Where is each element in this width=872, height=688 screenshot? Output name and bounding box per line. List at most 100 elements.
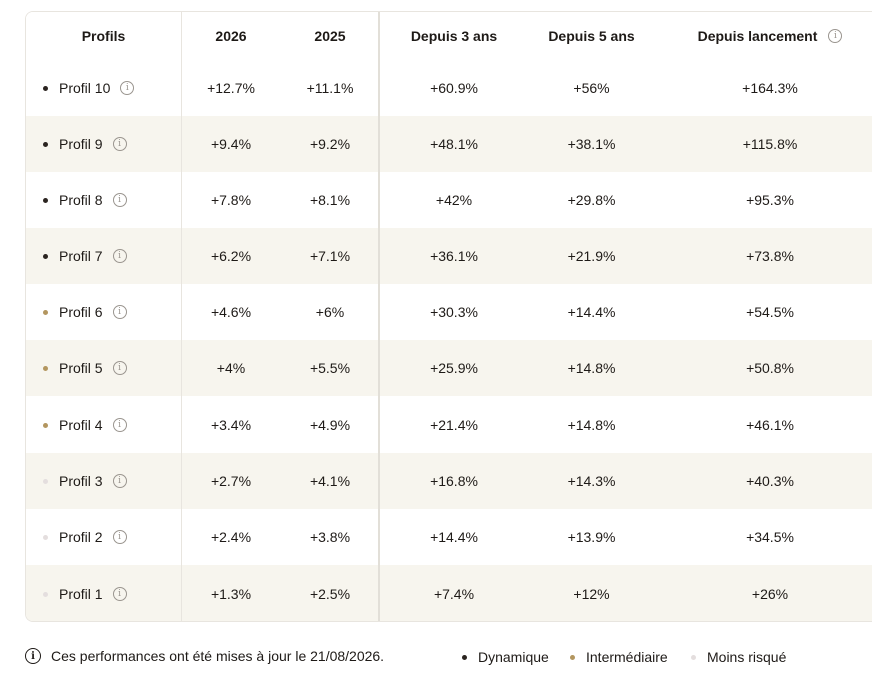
profile-cell: Profil 10 i <box>26 60 181 116</box>
value-cell: +25.9% <box>430 360 478 376</box>
value-cell: +54.5% <box>746 304 794 320</box>
value-cell: +12% <box>573 586 610 602</box>
info-icon[interactable]: i <box>112 587 127 601</box>
profile-cell: Profil 9 i <box>26 116 181 172</box>
info-icon[interactable]: i <box>828 29 843 43</box>
info-icon[interactable]: i <box>112 305 127 319</box>
value-cell: +21.9% <box>567 248 616 264</box>
profile-cell: Profil 4 i <box>26 397 181 453</box>
profile-cell: Profil 2 i <box>26 509 181 565</box>
header-profils: Profils <box>81 28 126 44</box>
header-2025: 2025 <box>314 28 346 44</box>
value-cell: +48.1% <box>430 136 478 152</box>
profile-name: Profil 4 <box>59 417 103 433</box>
performance-table: Profils 2026 2025 Depuis 3 ans Depuis 5 … <box>25 11 872 622</box>
column-divider <box>181 12 182 621</box>
profile-cell: Profil 6 i <box>26 284 181 340</box>
profile-cell: Profil 8 i <box>26 172 181 228</box>
profile-cell: Profil 7 i <box>26 228 181 284</box>
value-cell: +4.6% <box>210 304 252 320</box>
value-cell: +60.9% <box>430 80 478 96</box>
value-cell: +3.4% <box>210 417 252 433</box>
info-icon[interactable]: i <box>112 530 127 544</box>
risk-dot <box>43 253 48 259</box>
value-cell: +9.2% <box>309 136 351 152</box>
risk-dot <box>43 197 48 203</box>
header-2026: 2026 <box>215 28 247 44</box>
value-cell: +34.5% <box>746 529 794 545</box>
table-row: Profil 3 i +2.7% +4.1% +16.8% +14.3% +40.3% <box>26 453 872 509</box>
value-cell: +7.4% <box>433 586 475 602</box>
info-icon[interactable]: i <box>112 418 127 432</box>
legend-dot-intermediaire <box>570 654 575 660</box>
value-cell: +14.8% <box>567 360 616 376</box>
update-note: i Ces performances ont été mises à jour … <box>25 646 384 666</box>
header-3-ans: Depuis 3 ans <box>410 28 498 44</box>
header-5-ans: Depuis 5 ans <box>548 28 635 44</box>
risk-dot <box>43 85 48 91</box>
profile-name: Profil 5 <box>59 360 103 376</box>
value-cell: +115.8% <box>742 136 798 152</box>
value-cell: +26% <box>751 586 789 602</box>
info-icon[interactable]: i <box>112 361 127 375</box>
table-row: Profil 7 i +6.2% +7.1% +36.1% +21.9% +73.8% <box>26 228 872 284</box>
table-row: Profil 10 i +12.7% +11.1% +60.9% +56% +164.3% <box>26 60 872 116</box>
info-icon[interactable]: i <box>112 474 127 488</box>
value-cell: +4.1% <box>309 473 351 489</box>
profile-name: Profil 8 <box>59 192 103 208</box>
value-cell: +56% <box>573 80 610 96</box>
value-cell: +6% <box>315 304 345 320</box>
value-cell: +14.4% <box>430 529 478 545</box>
value-cell: +14.8% <box>567 417 616 433</box>
legend-item-moins-risque: Moins risqué <box>691 647 786 667</box>
value-cell: +13.9% <box>567 529 616 545</box>
risk-dot <box>43 141 48 147</box>
value-cell: +1.3% <box>210 586 252 602</box>
info-icon: i <box>25 648 41 664</box>
value-cell: +73.8% <box>746 248 794 264</box>
value-cell: +14.4% <box>567 304 616 320</box>
value-cell: +2.7% <box>210 473 252 489</box>
table-row: Profil 5 i +4% +5.5% +25.9% +14.8% +50.8% <box>26 340 872 396</box>
profile-name: Profil 2 <box>59 529 103 545</box>
legend-dot-dynamique <box>462 654 467 660</box>
value-cell: +4.9% <box>309 417 351 433</box>
value-cell: +9.4% <box>210 136 252 152</box>
info-icon[interactable]: i <box>120 81 135 95</box>
risk-dot <box>43 365 48 371</box>
value-cell: +11.1% <box>306 80 354 96</box>
table-header-row: Profils 2026 2025 Depuis 3 ans Depuis 5 … <box>26 12 872 60</box>
profile-cell: Profil 5 i <box>26 340 181 396</box>
value-cell: +2.4% <box>210 529 252 545</box>
table-row: Profil 4 i +3.4% +4.9% +21.4% +14.8% +46.1% <box>26 397 872 453</box>
profile-name: Profil 3 <box>59 473 103 489</box>
legend-item-intermediaire: Intermédiaire <box>570 647 668 667</box>
value-cell: +40.3% <box>746 473 794 489</box>
info-icon[interactable]: i <box>112 137 127 151</box>
table-row: Profil 6 i +4.6% +6% +30.3% +14.4% +54.5% <box>26 284 872 340</box>
info-icon[interactable]: i <box>112 249 127 263</box>
risk-dot <box>43 309 48 315</box>
value-cell: +46.1% <box>746 417 794 433</box>
value-cell: +38.1% <box>567 136 616 152</box>
value-cell: +2.5% <box>309 586 351 602</box>
table-row: Profil 9 i +9.4% +9.2% +48.1% +38.1% +115.8% <box>26 116 872 172</box>
legend-label: Intermédiaire <box>586 649 668 665</box>
value-cell: +14.3% <box>567 473 616 489</box>
value-cell: +36.1% <box>430 248 478 264</box>
risk-dot <box>43 478 48 484</box>
profile-name: Profil 9 <box>59 136 103 152</box>
table-row: Profil 8 i +7.8% +8.1% +42% +29.8% +95.3% <box>26 172 872 228</box>
value-cell: +3.8% <box>309 529 351 545</box>
risk-dot <box>43 534 48 540</box>
profile-name: Profil 10 <box>59 80 111 96</box>
value-cell: +95.3% <box>746 192 794 208</box>
risk-dot <box>43 422 48 428</box>
value-cell: +6.2% <box>210 248 252 264</box>
value-cell: +5.5% <box>309 360 351 376</box>
value-cell: +4% <box>216 360 246 376</box>
value-cell: +8.1% <box>309 192 351 208</box>
info-icon[interactable]: i <box>112 193 127 207</box>
header-lancement-label: Depuis lancement <box>697 28 818 44</box>
value-cell: +12.7% <box>207 80 255 96</box>
